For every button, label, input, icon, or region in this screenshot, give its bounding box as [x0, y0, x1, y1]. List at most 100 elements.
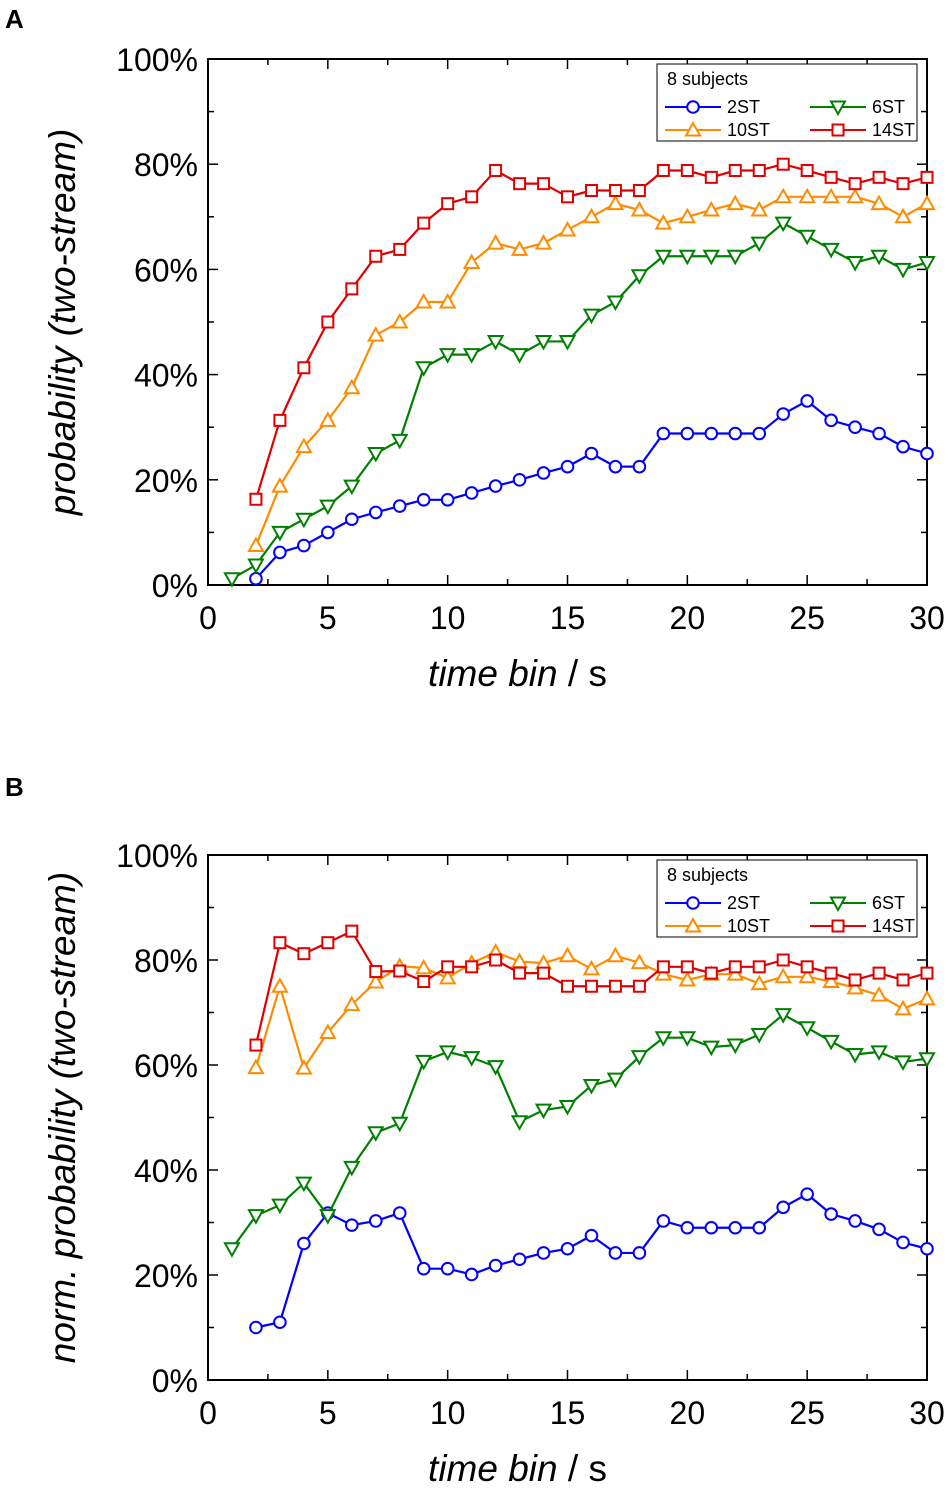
data-point-10st	[510, 240, 529, 256]
data-point-10st	[391, 312, 409, 329]
data-point-14st	[465, 190, 479, 204]
data-point-2st	[632, 459, 647, 474]
data-point-6st	[870, 249, 888, 266]
data-point-14st	[345, 282, 359, 296]
data-point-6st	[247, 1209, 265, 1225]
data-point-10st	[750, 200, 768, 217]
data-point-10st	[462, 253, 481, 270]
data-point-2st	[776, 1200, 791, 1215]
data-point-2st	[488, 1258, 503, 1273]
data-point-10st	[702, 200, 721, 217]
data-point-14st	[728, 960, 742, 974]
data-point-2st	[536, 466, 551, 480]
data-point-6st	[343, 1160, 361, 1177]
x-axis-label-unit: / s	[558, 653, 607, 694]
x-tick-label: 20	[670, 1395, 706, 1431]
data-point-14st	[656, 960, 670, 974]
data-point-2st	[608, 1246, 623, 1260]
legend: 8 subjects 2ST 6ST 10ST 14ST	[656, 63, 918, 142]
data-point-2st	[464, 486, 479, 500]
data-point-10st	[558, 220, 577, 237]
data-point-6st	[247, 558, 265, 575]
data-point-6st	[582, 308, 601, 325]
data-point-6st	[414, 1054, 433, 1071]
data-point-14st	[872, 170, 886, 184]
legend-marker	[831, 919, 845, 933]
data-point-10st	[630, 200, 649, 217]
data-point-10st	[870, 194, 888, 211]
legend-item-14st: 14ST	[810, 916, 915, 936]
data-point-14st	[441, 960, 455, 974]
data-point-6st	[391, 433, 409, 450]
data-point-10st	[894, 207, 912, 224]
data-point-14st	[800, 960, 814, 974]
data-point-2st	[680, 1220, 695, 1235]
data-point-6st	[582, 1078, 601, 1095]
data-point-6st	[271, 1198, 289, 1215]
data-point-10st	[367, 326, 385, 342]
y-axis-label: probability (two-stream)	[42, 129, 83, 517]
data-point-14st	[321, 315, 335, 329]
data-point-10st	[822, 187, 840, 204]
data-point-2st	[704, 1220, 719, 1235]
data-point-2st	[872, 1222, 886, 1237]
data-point-6st	[822, 1034, 840, 1051]
data-point-10st	[726, 194, 744, 211]
data-point-14st	[489, 953, 503, 967]
legend-label: 6ST	[872, 97, 905, 117]
data-point-10st	[414, 292, 433, 309]
data-point-14st	[704, 966, 718, 980]
data-point-6st	[726, 249, 744, 266]
data-point-10st	[295, 1059, 313, 1075]
data-point-6st	[438, 1045, 457, 1061]
data-point-2st	[249, 1320, 263, 1335]
legend-frame	[656, 63, 918, 142]
data-point-2st	[297, 538, 311, 553]
data-point-6st	[486, 334, 505, 351]
y-tick-label: 20%	[134, 1258, 198, 1294]
data-point-2st	[704, 426, 719, 441]
data-point-10st	[726, 965, 744, 981]
data-point-6st	[654, 1031, 673, 1047]
data-point-2st	[752, 1220, 767, 1235]
data-point-14st	[752, 164, 766, 178]
data-point-14st	[848, 973, 862, 987]
data-point-6st	[678, 1031, 697, 1047]
series-6st	[223, 1008, 936, 1258]
legend-item-10st: 10ST	[665, 916, 770, 936]
data-point-2st	[392, 1206, 407, 1220]
data-point-14st	[872, 966, 886, 980]
x-axis-label-quantity: time bin	[428, 1448, 558, 1488]
x-tick-label: 25	[789, 600, 825, 636]
series-14st	[249, 924, 934, 1052]
data-point-14st	[513, 966, 527, 980]
legend-label: 14ST	[872, 120, 915, 140]
data-point-14st	[920, 966, 934, 980]
data-point-10st	[438, 292, 457, 309]
data-point-10st	[870, 986, 888, 1002]
data-point-6st	[367, 447, 385, 463]
data-point-6st	[846, 256, 864, 272]
data-point-6st	[367, 1126, 385, 1142]
data-point-10st	[319, 411, 337, 427]
data-point-2st	[920, 1241, 934, 1256]
panel-letter: B	[5, 772, 24, 802]
data-point-6st	[319, 1209, 337, 1225]
data-point-2st	[872, 426, 886, 441]
y-tick-label: 100%	[116, 838, 198, 874]
y-tick-label: 80%	[134, 147, 198, 183]
data-point-2st	[824, 1207, 838, 1221]
data-point-10st	[918, 989, 936, 1006]
data-point-14st	[680, 164, 694, 178]
legend-title: 8 subjects	[667, 69, 748, 89]
data-point-2st	[752, 426, 767, 441]
data-point-6st	[702, 249, 721, 266]
data-point-6st	[918, 256, 936, 272]
data-point-6st	[870, 1045, 888, 1061]
data-point-6st	[486, 1060, 505, 1076]
legend-item-6st: 6ST	[810, 97, 905, 117]
panel-letter: A	[5, 4, 24, 34]
data-point-14st	[513, 177, 527, 191]
x-tick-label: 10	[430, 1395, 466, 1431]
data-point-14st	[632, 184, 646, 197]
